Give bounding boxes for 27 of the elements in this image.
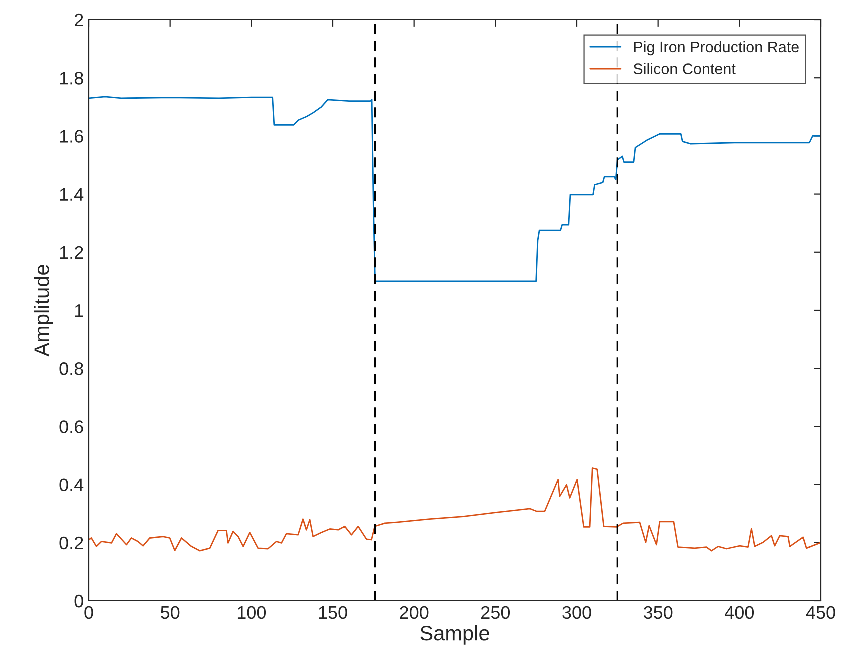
- x-tick-label: 400: [725, 606, 754, 620]
- x-tick-label: 100: [238, 606, 266, 620]
- y-axis-title: Amplitude: [34, 265, 54, 357]
- x-tick-label: 350: [644, 606, 673, 620]
- line-series: [89, 468, 821, 552]
- y-tick-label: 0.2: [60, 536, 84, 550]
- y-tick-label: 1.4: [60, 188, 84, 201]
- y-tick-label: 1.2: [60, 246, 84, 259]
- y-tick-label: 0.8: [60, 362, 84, 376]
- x-tick-label: 250: [482, 606, 510, 620]
- y-tick-label: 0: [74, 594, 84, 608]
- y-tick-label: 1.8: [60, 72, 84, 85]
- legend-label: Silicon Content: [634, 63, 736, 74]
- x-tick-label: 300: [562, 606, 592, 620]
- y-tick-label: 2: [75, 14, 84, 27]
- x-tick-label: 50: [161, 606, 180, 620]
- y-tick-label: 0.6: [60, 420, 84, 434]
- line-series: [89, 96, 821, 282]
- legend-label: Pig Iron Production Rate: [634, 41, 799, 56]
- y-tick-label: 0.4: [60, 478, 84, 492]
- x-tick-label: 450: [806, 606, 836, 620]
- x-tick-label: 150: [319, 606, 348, 620]
- y-tick-label: 1.6: [60, 130, 84, 143]
- x-tick-label: 200: [400, 606, 429, 620]
- x-axis-title: Sample: [420, 625, 490, 645]
- y-tick-label: 1: [75, 304, 84, 318]
- x-tick-label: 0: [84, 606, 94, 620]
